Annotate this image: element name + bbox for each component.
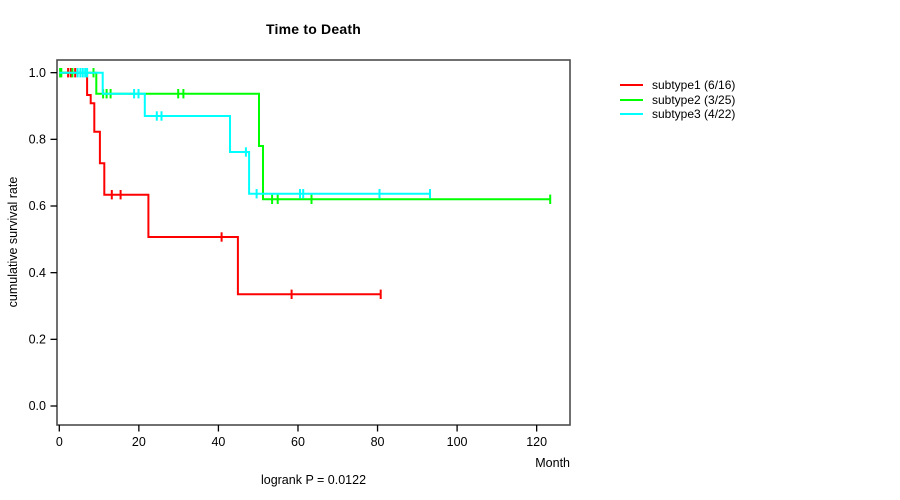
legend-item-subtype2: subtype2 (3/25) — [620, 92, 736, 107]
logrank-annotation: logrank P = 0.0122 — [260, 473, 367, 487]
survival-curve-subtype1 — [59, 71, 381, 296]
y-tick-label: 0.4 — [29, 266, 46, 280]
x-axis-label: Month — [535, 456, 570, 470]
legend-label-subtype3: subtype3 (4/22) — [652, 107, 736, 121]
x-tick-label: 40 — [211, 435, 225, 449]
axis-ticks — [50, 72, 538, 432]
x-tick-label: 100 — [447, 435, 468, 449]
legend-label-subtype1: subtype1 (6/16) — [652, 78, 736, 92]
survival-curves — [59, 68, 552, 299]
legend: subtype1 (6/16) subtype2 (3/25) subtype3 (… — [620, 79, 735, 121]
legend-swatch-subtype1 — [620, 84, 643, 87]
survival-curve-subtype3 — [59, 71, 430, 195]
legend-item-subtype1: subtype1 (6/16) — [620, 79, 735, 92]
legend-item-subtype3: subtype3 (4/22) — [620, 108, 735, 121]
x-tick-label: 20 — [132, 435, 146, 449]
chart-title: Time to Death — [266, 21, 361, 37]
x-tick-label: 80 — [371, 435, 385, 449]
y-tick-label: 0.8 — [29, 133, 46, 147]
legend-swatch-subtype2 — [620, 98, 643, 101]
y-tick-label: 1.0 — [29, 66, 46, 80]
censor-ticks-subtype1 — [67, 68, 382, 299]
x-tick-label: 0 — [56, 435, 63, 449]
legend-swatch-subtype3 — [620, 113, 643, 116]
plot-box — [56, 59, 571, 426]
censor-ticks-subtype2 — [59, 68, 552, 204]
y-tick-label: 0.2 — [29, 333, 46, 347]
y-tick-label: 0.0 — [29, 399, 46, 413]
x-tick-label: 120 — [526, 435, 547, 449]
y-tick-label: 0.6 — [29, 199, 46, 213]
legend-label-subtype2: subtype2 (3/25) — [652, 92, 736, 107]
x-tick-label: 60 — [291, 435, 305, 449]
plot-frame — [56, 59, 571, 426]
axis-tick-labels: 0 20 40 60 80 100 120 0.0 0.2 0.4 0.6 0.8 1.0 — [29, 66, 548, 449]
y-axis-label: cumulative survival rate — [6, 176, 20, 308]
survival-curve-subtype2 — [59, 71, 551, 201]
censor-ticks-subtype3 — [76, 68, 431, 199]
